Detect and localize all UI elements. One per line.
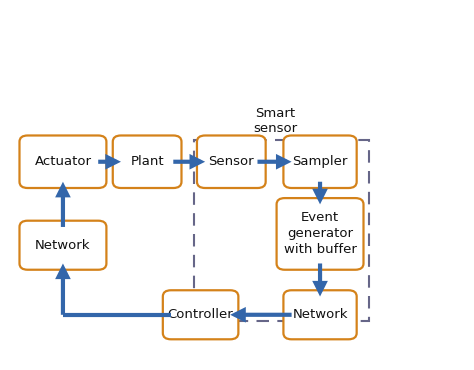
- Text: Plant: Plant: [130, 155, 164, 168]
- Text: Sensor: Sensor: [209, 155, 254, 168]
- Text: Event
generator
with buffer: Event generator with buffer: [283, 211, 356, 256]
- FancyBboxPatch shape: [163, 290, 238, 339]
- Text: Sampler: Sampler: [292, 155, 348, 168]
- Text: Actuator: Actuator: [35, 155, 91, 168]
- FancyBboxPatch shape: [283, 290, 356, 339]
- Text: Smart
sensor: Smart sensor: [254, 107, 298, 135]
- Text: Network: Network: [35, 239, 91, 252]
- Text: Network: Network: [292, 308, 348, 321]
- FancyBboxPatch shape: [19, 221, 106, 270]
- FancyBboxPatch shape: [197, 135, 265, 188]
- FancyBboxPatch shape: [19, 135, 106, 188]
- FancyBboxPatch shape: [277, 198, 364, 270]
- Bar: [194, 140, 369, 321]
- Text: Controller: Controller: [168, 308, 234, 321]
- FancyBboxPatch shape: [283, 135, 356, 188]
- FancyBboxPatch shape: [113, 135, 182, 188]
